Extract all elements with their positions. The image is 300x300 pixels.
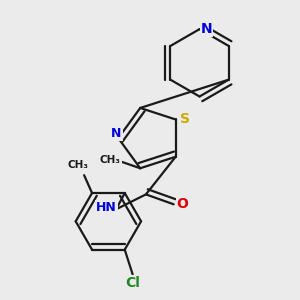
Text: HN: HN — [96, 201, 117, 214]
Text: S: S — [180, 112, 190, 127]
Text: CH₃: CH₃ — [68, 160, 89, 170]
Text: N: N — [111, 127, 122, 140]
Text: Cl: Cl — [125, 276, 140, 290]
Text: N: N — [201, 22, 212, 36]
Text: CH₃: CH₃ — [100, 155, 121, 165]
Text: O: O — [177, 197, 188, 211]
